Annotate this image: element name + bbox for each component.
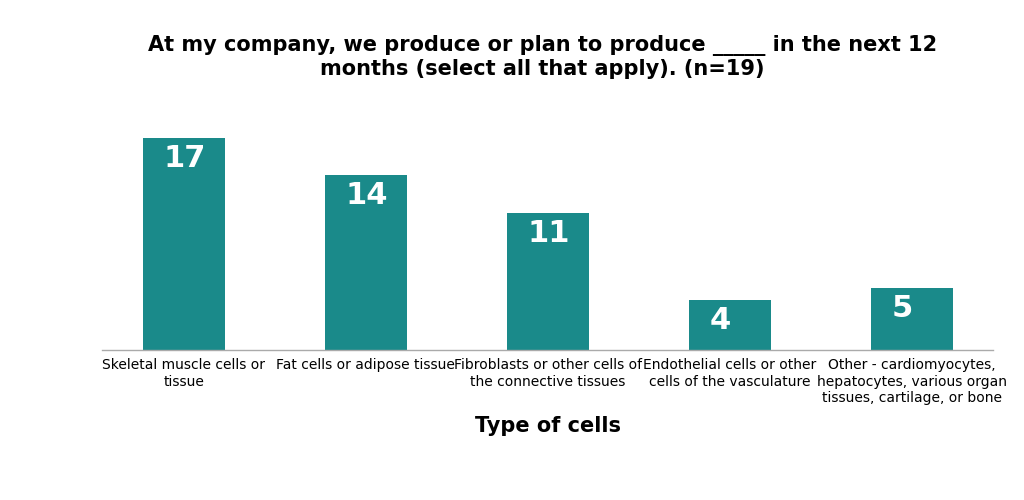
Text: At my company, we produce or plan to produce _____ in the next 12
months (select: At my company, we produce or plan to pro… bbox=[148, 35, 937, 79]
Text: 11: 11 bbox=[527, 219, 570, 248]
Text: 5: 5 bbox=[891, 294, 912, 323]
Bar bbox=[689, 300, 771, 350]
Bar bbox=[143, 138, 225, 350]
Bar bbox=[325, 175, 407, 350]
Text: 17: 17 bbox=[164, 144, 206, 173]
Bar bbox=[507, 212, 589, 350]
Bar bbox=[870, 288, 952, 350]
Text: 14: 14 bbox=[345, 181, 388, 210]
Text: 4: 4 bbox=[710, 306, 730, 335]
X-axis label: Type of cells: Type of cells bbox=[475, 416, 621, 436]
